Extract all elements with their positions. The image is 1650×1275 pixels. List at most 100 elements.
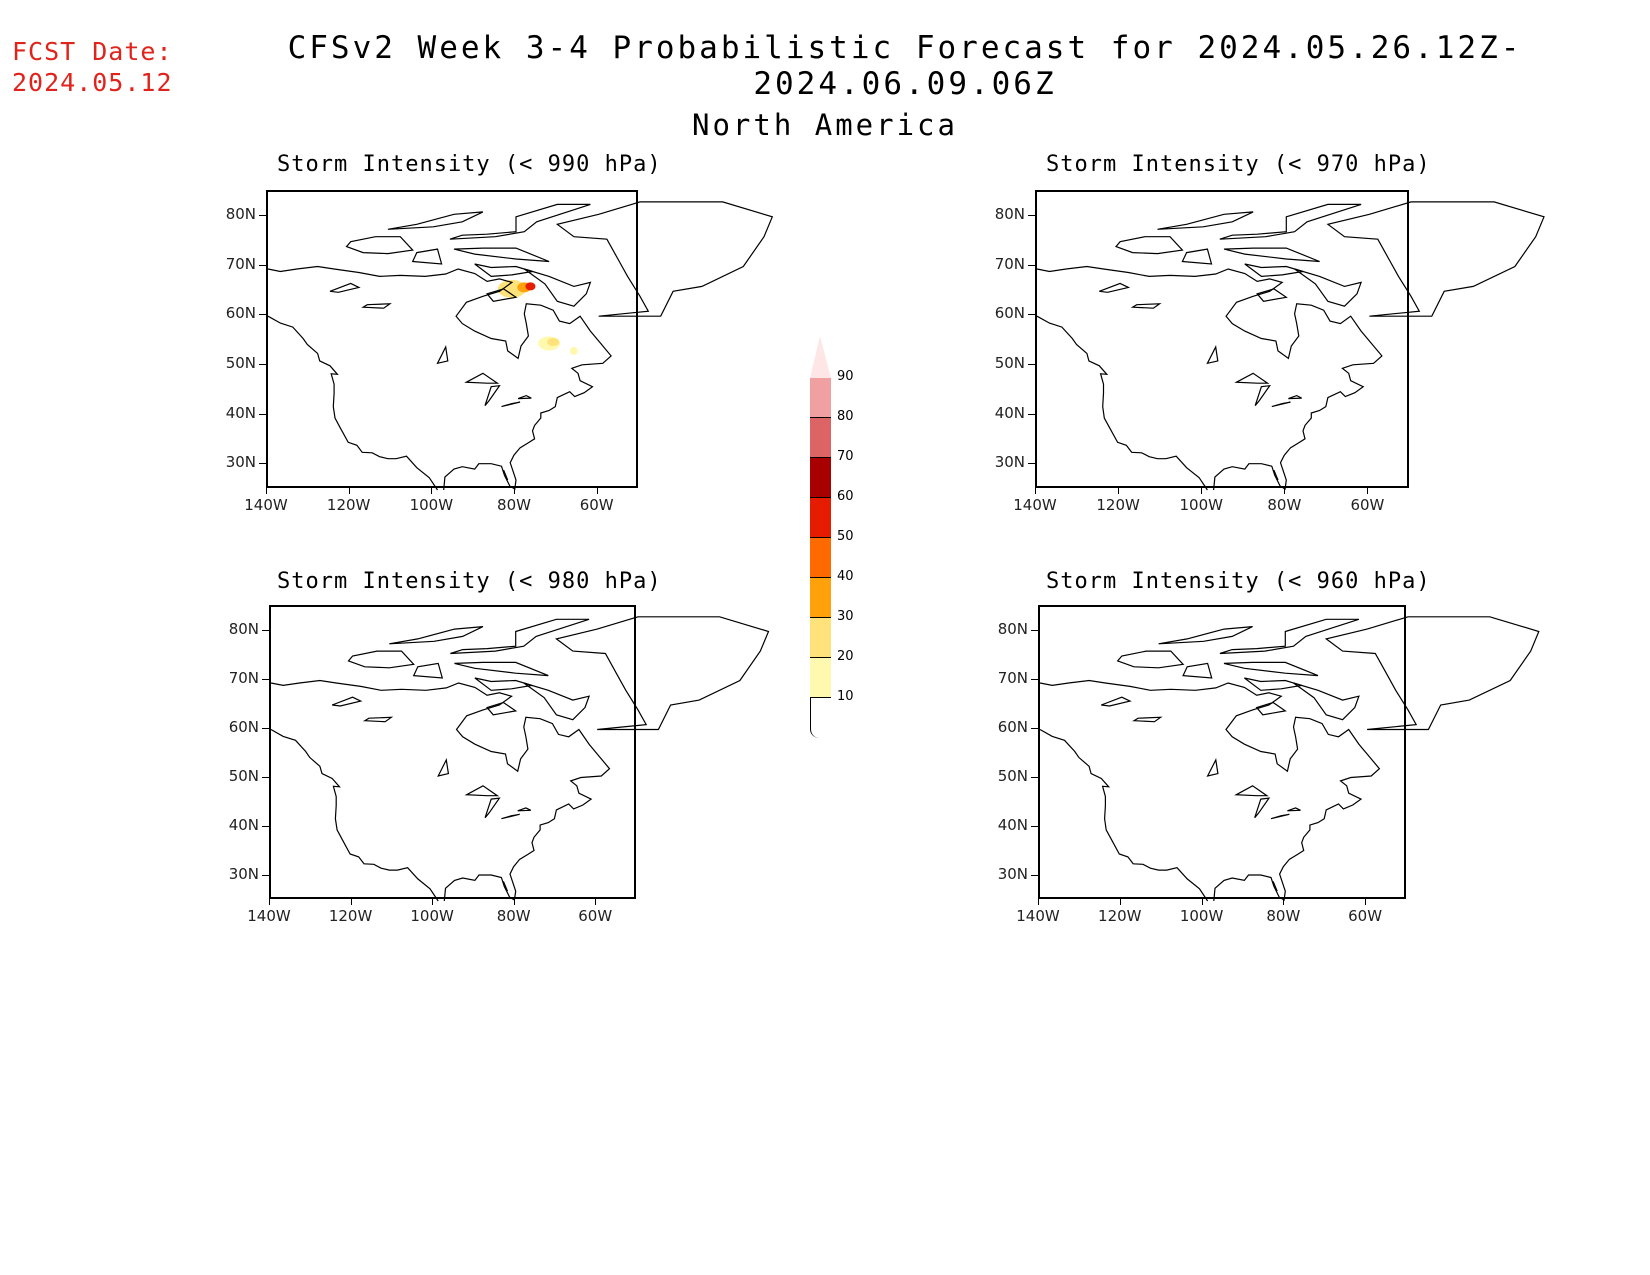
colorbar-top-cap <box>810 336 831 378</box>
map-frame <box>266 190 774 491</box>
lon-tick-label: 60W <box>578 907 613 925</box>
coastline <box>270 728 439 902</box>
lake-outline <box>464 372 500 384</box>
lon-tick-label: 120W <box>1098 907 1142 925</box>
lake-outline <box>484 797 501 819</box>
lon-tick <box>596 488 598 494</box>
island-outline <box>1294 268 1363 307</box>
coastline <box>503 469 509 481</box>
lon-tick <box>348 488 350 494</box>
island-outline <box>345 236 414 255</box>
panel-title: Storm Intensity (< 980 hPa) <box>277 569 662 594</box>
lon-tick <box>269 899 270 905</box>
lake-outline <box>1130 303 1162 309</box>
lon-tick <box>1365 899 1367 905</box>
lat-tick <box>1031 776 1038 778</box>
lat-tick-label: 30N <box>228 864 259 883</box>
colorbar-label: 10 <box>837 689 854 704</box>
lat-tick <box>1028 363 1035 365</box>
lake-outline <box>501 401 521 408</box>
colorbar-label: 70 <box>837 449 854 464</box>
coastline <box>1036 315 1208 491</box>
lat-tick-label: 40N <box>997 815 1028 834</box>
lake-outline <box>1271 401 1291 408</box>
lake-outline <box>362 716 394 723</box>
lon-tick <box>432 899 434 905</box>
lat-tick-label: 30N <box>225 453 256 472</box>
colorbar-segment <box>810 618 831 658</box>
lat-tick <box>259 413 266 415</box>
lake-outline <box>1206 345 1219 365</box>
lake-outline <box>1254 384 1271 406</box>
lat-tick-label: 60N <box>228 717 259 736</box>
map-frame <box>269 605 770 902</box>
forecast-date-label: FCST Date: <box>12 37 173 66</box>
coastline <box>1273 469 1279 481</box>
lon-tick <box>595 899 597 905</box>
lat-tick-label: 60N <box>994 304 1025 323</box>
lat-tick <box>262 678 269 680</box>
lon-tick-label: 60W <box>579 496 614 514</box>
colorbar-label: 80 <box>837 409 854 424</box>
island-outline <box>1326 201 1545 317</box>
lake-outline <box>437 757 450 777</box>
lon-tick <box>1367 488 1369 494</box>
lake-outline <box>1270 813 1290 820</box>
colorbar-segment <box>810 578 831 618</box>
island-outline <box>1182 662 1213 679</box>
forecast-date: FCST Date: 2024.05.12 <box>12 36 173 98</box>
lon-tick <box>513 899 515 905</box>
lake-outline <box>517 807 532 812</box>
island-outline <box>1244 677 1302 691</box>
lat-tick <box>1028 413 1035 415</box>
lat-tick-label: 30N <box>994 453 1025 472</box>
colorbar: 10 20 30 40 50 60 70 80 90 <box>806 336 886 738</box>
lon-tick-label: 120W <box>328 907 373 925</box>
lat-tick-label: 50N <box>225 353 256 372</box>
lat-tick-label: 40N <box>228 815 259 834</box>
lat-tick-label: 70N <box>997 668 1028 687</box>
colorbar-label: 30 <box>837 609 854 624</box>
island-outline <box>555 201 774 317</box>
lat-tick-label: 70N <box>228 668 259 687</box>
island-outline <box>453 247 550 263</box>
forecast-date-value: 2024.05.12 <box>12 68 173 97</box>
lon-tick-label: 100W <box>410 907 454 925</box>
lake-outline <box>1288 394 1302 400</box>
lat-tick-label: 50N <box>228 766 259 785</box>
lake-outline <box>436 345 449 365</box>
lon-tick-label: 60W <box>1348 907 1383 925</box>
colorbar-label: 90 <box>837 369 854 384</box>
colorbar-bottom-cap <box>810 698 819 738</box>
island-outline <box>1244 263 1304 278</box>
lake-outline <box>501 813 520 820</box>
main-title: CFSv2 Week 3-4 Probabilistic Forecast fo… <box>287 30 1523 102</box>
lat-tick-label: 50N <box>994 353 1025 372</box>
island-outline <box>412 662 444 679</box>
lake-outline <box>1254 797 1271 819</box>
island-outline <box>555 616 770 731</box>
map-frame <box>1035 190 1545 491</box>
coastline <box>1036 265 1383 491</box>
lat-tick <box>259 463 266 465</box>
lat-tick-label: 50N <box>997 766 1028 785</box>
island-outline <box>1157 211 1254 230</box>
island-outline <box>411 248 443 265</box>
island-outline <box>347 650 415 669</box>
lon-tick <box>431 488 433 494</box>
probability-patch <box>525 282 536 291</box>
lat-tick <box>262 629 269 631</box>
colorbar-segment <box>810 378 831 418</box>
colorbar-label: 20 <box>837 649 854 664</box>
lake-outline <box>1234 785 1269 797</box>
lon-tick-label: 100W <box>1179 496 1223 514</box>
lon-tick <box>1119 899 1121 905</box>
lat-tick <box>262 825 269 827</box>
coastline <box>1039 728 1209 902</box>
lat-tick-label: 80N <box>228 619 259 638</box>
island-outline <box>1255 701 1287 716</box>
lat-tick-label: 80N <box>997 619 1028 638</box>
lake-outline <box>331 696 363 707</box>
lon-tick-label: 120W <box>326 496 371 514</box>
lon-tick <box>1284 488 1286 494</box>
